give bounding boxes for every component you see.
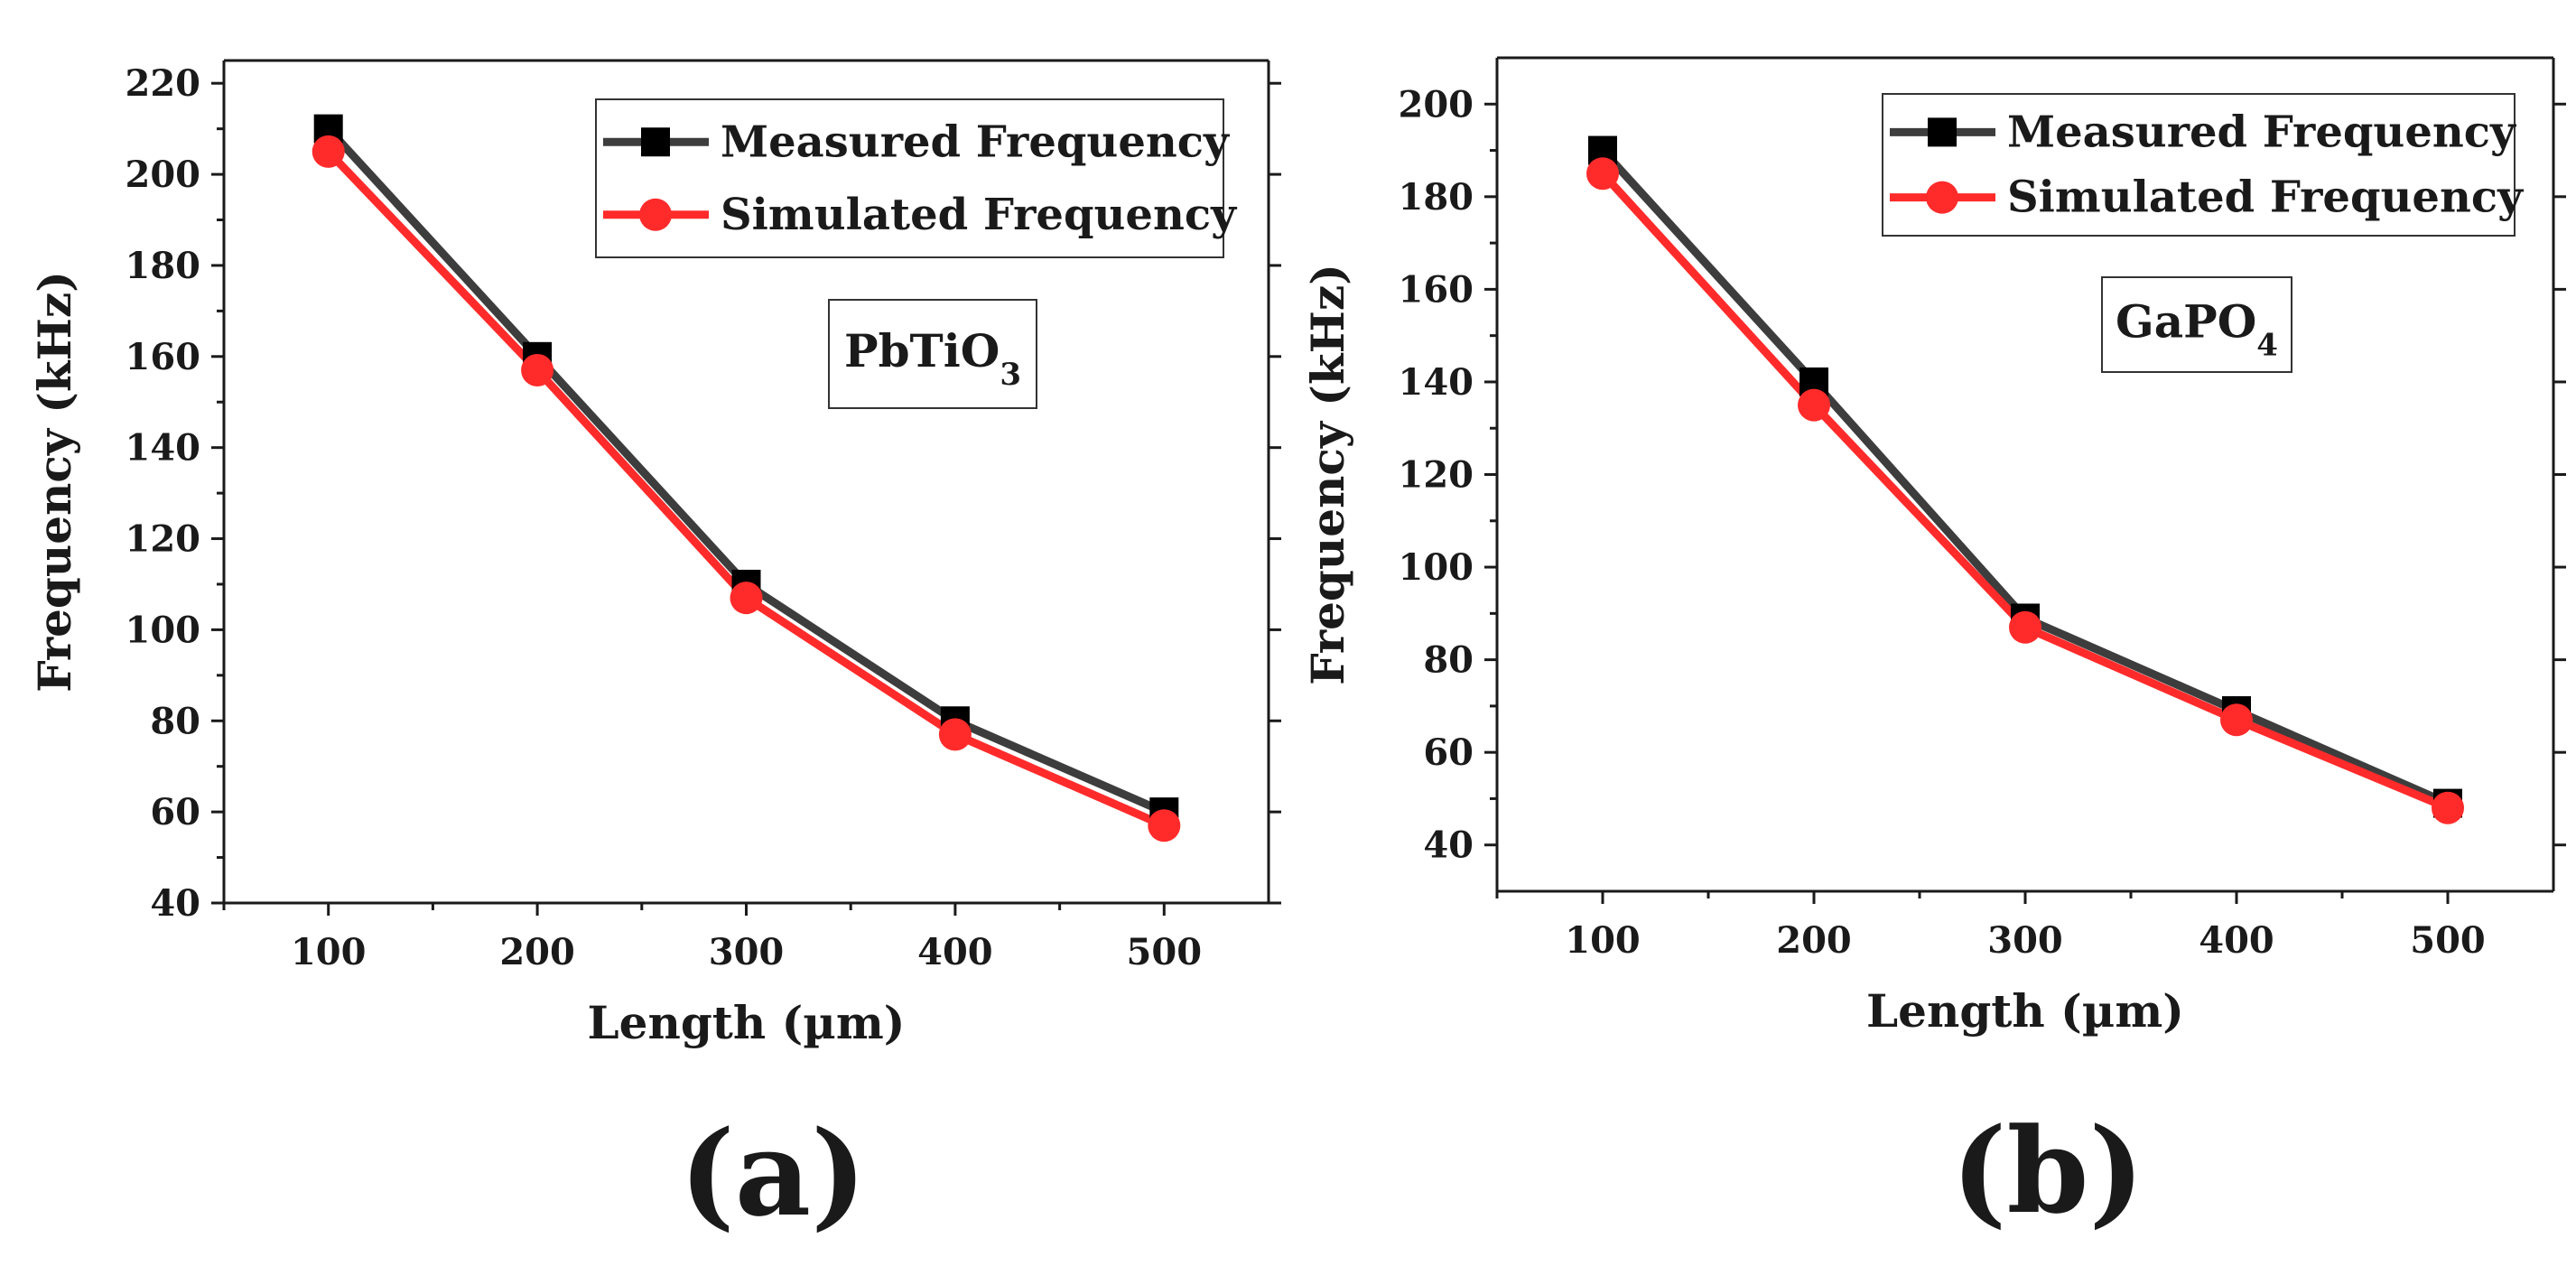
legend-box (595, 98, 1224, 258)
y-tick-label: 40 (150, 882, 200, 925)
series-line-1 (1599, 147, 2450, 807)
material-name: GaPO (2116, 295, 2256, 349)
simulated-point (2220, 703, 2253, 737)
legend-square-marker (1928, 117, 1957, 147)
y-tick-label: 140 (126, 427, 201, 470)
panel-label: (b) (1951, 1102, 2144, 1240)
material-subscript: 4 (2256, 328, 2278, 364)
y-tick-label: 180 (1399, 176, 1474, 219)
simulated-point (1148, 809, 1181, 842)
x-tick-label: 400 (2199, 919, 2274, 962)
simulated-point (2432, 791, 2464, 824)
y-tick-label: 80 (1423, 639, 1474, 682)
y-tick-label: 200 (126, 154, 201, 196)
x-axis-label: Length (µm) (1866, 984, 2184, 1038)
y-tick-label: 40 (1423, 824, 1474, 867)
simulated-point (312, 135, 345, 168)
x-tick-label: 200 (1776, 919, 1852, 962)
simulated-point (1798, 388, 1830, 422)
simulated-point (938, 718, 972, 751)
y-tick-label: 160 (1399, 268, 1474, 311)
y-tick-label: 120 (1399, 454, 1474, 497)
y-axis-label: Frequency (kHz) (1301, 264, 1354, 685)
legend-circle-marker (639, 198, 672, 231)
simulated-point (2009, 610, 2041, 644)
panel-label: (a) (679, 1104, 866, 1243)
y-tick-label: 180 (126, 245, 201, 287)
material-annotation: GaPO4 (2116, 295, 2278, 364)
y-tick-label: 60 (1423, 731, 1474, 774)
annotation-box (828, 299, 1037, 409)
y-tick-label: 120 (126, 518, 201, 561)
y-tick-label: 80 (150, 700, 200, 742)
y-tick-label: 220 (126, 62, 201, 105)
x-tick-label: 100 (1565, 919, 1641, 962)
y-tick-label: 100 (1399, 546, 1474, 589)
chart-panel-1: 40 60 80 100 120 140 160 180 200 220 100 200 300 400 5… (28, 59, 1281, 1243)
y-tick-label: 140 (1399, 361, 1474, 404)
legend-label-2: Simulated Frequency (2007, 172, 2525, 223)
chart-panel-2: 40 60 80 100 120 140 160 180 200 100 200 300 400 500 L… (1301, 56, 2566, 1240)
legend-label-1: Measured Frequency (721, 116, 1231, 167)
x-axis-label: Length (µm) (588, 996, 906, 1049)
legend-label-1: Measured Frequency (2007, 107, 2517, 157)
x-tick-label: 500 (2410, 919, 2486, 962)
x-tick-label: 100 (291, 931, 367, 973)
series-line-2 (1599, 171, 2450, 812)
x-tick-label: 300 (1987, 919, 2063, 962)
legend-box (1882, 93, 2516, 237)
material-annotation: PbTiO3 (844, 324, 1021, 393)
y-tick-label: 100 (126, 609, 201, 651)
material-name: PbTiO (844, 324, 1000, 377)
legend-square-marker (641, 127, 670, 157)
x-tick-label: 300 (709, 931, 785, 973)
legend-label-2: Simulated Frequency (721, 190, 1238, 240)
simulated-point (1586, 157, 1619, 191)
x-tick-label: 200 (499, 931, 575, 973)
annotation-box (2101, 276, 2292, 373)
simulated-point (521, 353, 554, 386)
y-tick-label: 160 (126, 336, 201, 378)
y-axis-label: Frequency (kHz) (28, 271, 81, 693)
material-subscript: 3 (1000, 357, 1021, 393)
x-tick-label: 500 (1127, 931, 1203, 973)
legend-circle-marker (1926, 181, 1958, 214)
simulated-point (730, 582, 763, 615)
x-tick-label: 400 (917, 931, 993, 973)
y-tick-label: 60 (150, 791, 200, 833)
y-tick-label: 200 (1399, 83, 1474, 126)
